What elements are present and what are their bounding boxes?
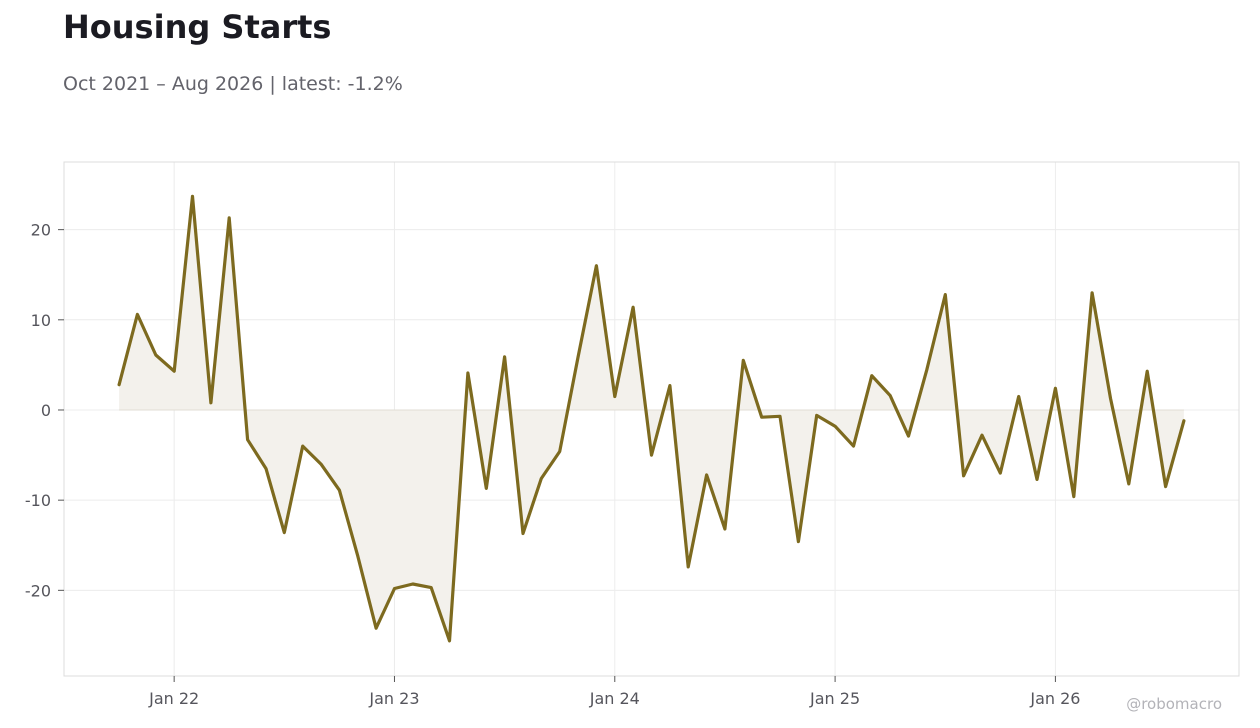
y-tick-label: -20 — [25, 581, 51, 600]
x-tick-label: Jan 22 — [148, 689, 199, 708]
x-tick-label: Jan 26 — [1029, 689, 1080, 708]
y-tick-label: 0 — [41, 401, 51, 420]
y-axis: -20 -10 0 10 20 — [25, 221, 64, 600]
series-line — [117, 194, 1186, 643]
x-axis: Jan 22 Jan 23 Jan 24 Jan 25 Jan 26 — [148, 676, 1080, 708]
area-fill — [119, 196, 1184, 641]
plot-frame — [63, 161, 1240, 677]
x-tick-label: Jan 25 — [809, 689, 860, 708]
x-tick-label: Jan 24 — [589, 689, 640, 708]
chart-subtitle: Oct 2021 – Aug 2026 | latest: -1.2% — [63, 73, 403, 95]
x-tick-label: Jan 23 — [368, 689, 419, 708]
y-tick-label: 10 — [31, 311, 51, 330]
y-tick-label: -10 — [25, 491, 51, 510]
chart-title: Housing Starts — [63, 8, 332, 46]
y-tick-label: 20 — [31, 221, 51, 240]
watermark: @robomacro — [1126, 695, 1222, 713]
